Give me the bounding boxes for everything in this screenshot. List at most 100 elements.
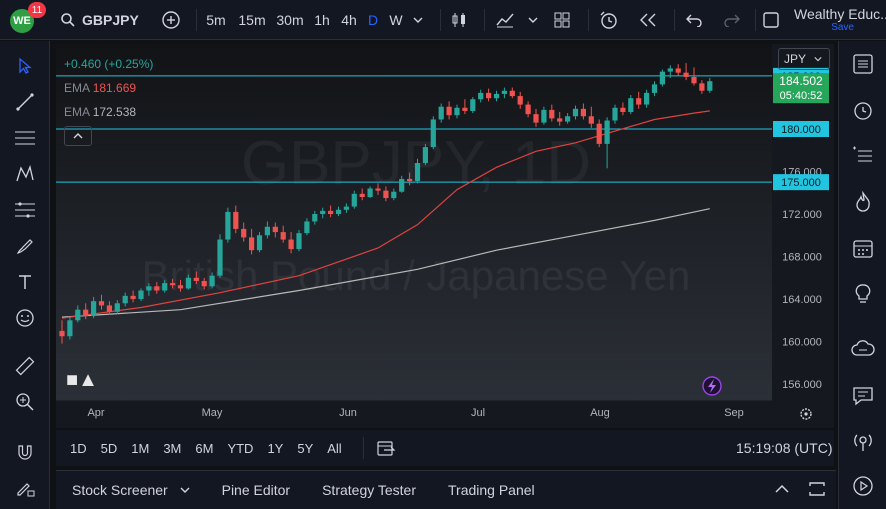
indicators-button[interactable] xyxy=(492,0,518,40)
candle xyxy=(296,229,302,252)
layout-name-label: Wealthy Educ... xyxy=(794,6,886,22)
range-5y[interactable]: 5Y xyxy=(297,440,314,456)
range-1d[interactable]: 1D xyxy=(70,440,87,456)
chart-area[interactable]: GBPJPY, 1D British Pound / Japanese Yen … xyxy=(56,44,834,428)
candle-body xyxy=(335,209,342,215)
range-3m[interactable]: 3M xyxy=(163,440,182,456)
tf-w[interactable]: W xyxy=(389,11,403,28)
trading-panel-tab[interactable]: Trading Panel xyxy=(448,482,535,498)
collapse-panel-button[interactable] xyxy=(774,482,790,498)
candle-body xyxy=(659,71,665,85)
fib-icon xyxy=(15,202,35,218)
layout-button[interactable] xyxy=(551,0,573,40)
brush-tool[interactable] xyxy=(12,233,38,259)
chat-button[interactable] xyxy=(850,383,876,409)
signals-button[interactable] xyxy=(850,473,876,499)
logo-badge[interactable]: WE 11 xyxy=(10,2,46,33)
notification-count-badge: 11 xyxy=(28,2,46,18)
watchlist-button[interactable] xyxy=(850,51,876,77)
calendar-button[interactable] xyxy=(850,235,876,261)
date-range-bar: 1D 5D 1M 3M 6M YTD 1Y 5Y All 15:19:08 (U… xyxy=(56,430,834,466)
object-tree-button[interactable] xyxy=(850,143,876,169)
range-ytd[interactable]: YTD xyxy=(227,440,254,456)
candle-body xyxy=(572,108,579,117)
ruler-tool[interactable] xyxy=(12,353,38,379)
pattern-tool[interactable] xyxy=(12,161,38,187)
goto-date-button[interactable] xyxy=(362,437,396,459)
layout-name[interactable]: Wealthy Educ... Save xyxy=(794,6,886,36)
candle-body xyxy=(486,92,492,99)
candle-body xyxy=(620,107,626,113)
candle-body xyxy=(422,147,428,164)
horizontal-lines-tool[interactable] xyxy=(12,125,38,151)
candle xyxy=(383,186,389,202)
clock-time[interactable]: 15:19:08 (UTC) xyxy=(736,440,833,456)
currency-select[interactable]: JPY xyxy=(778,48,830,70)
tf-4h[interactable]: 4h xyxy=(341,11,357,28)
candle xyxy=(375,183,381,195)
ema-slow-line xyxy=(61,208,710,318)
magnet-tool[interactable] xyxy=(12,439,38,465)
ideas-button[interactable] xyxy=(850,281,876,307)
x-tick-label: Jun xyxy=(339,407,357,419)
candle xyxy=(470,97,476,114)
pine-editor-tab[interactable]: Pine Editor xyxy=(221,482,291,498)
zoom-tool[interactable] xyxy=(12,389,38,415)
lock-drawings-tool[interactable] xyxy=(12,475,38,501)
news-button[interactable] xyxy=(850,337,876,363)
streams-button[interactable] xyxy=(850,429,876,455)
chart-type-button[interactable] xyxy=(448,0,470,40)
emoji-tool[interactable] xyxy=(12,305,38,331)
range-all[interactable]: All xyxy=(327,440,342,456)
tf-5m[interactable]: 5m xyxy=(206,11,226,28)
range-6m[interactable]: 6M xyxy=(195,440,214,456)
fullscreen-button[interactable] xyxy=(760,0,782,40)
tf-d[interactable]: D xyxy=(367,11,379,28)
symbol-search[interactable]: GBPJPY xyxy=(60,0,139,40)
candle xyxy=(501,87,507,99)
calendar-icon xyxy=(853,240,873,258)
settings-button[interactable] xyxy=(800,408,812,420)
strategy-tester-tab[interactable]: Strategy Tester xyxy=(322,482,416,498)
alerts-button[interactable] xyxy=(850,97,876,123)
alarm-clock-icon xyxy=(600,11,617,29)
lightning-button[interactable] xyxy=(702,376,722,396)
candle xyxy=(162,279,168,293)
magnet-icon xyxy=(18,445,32,460)
range-1m[interactable]: 1M xyxy=(131,440,150,456)
broadcast-icon xyxy=(854,434,872,451)
tf-30m[interactable]: 30m xyxy=(276,11,304,28)
hotlists-button[interactable] xyxy=(850,189,876,215)
add-symbol-button[interactable] xyxy=(160,0,182,40)
text-tool[interactable] xyxy=(12,269,38,295)
range-1y[interactable]: 1Y xyxy=(267,440,284,456)
cursor-tool[interactable] xyxy=(12,53,38,79)
candle-body xyxy=(628,98,634,113)
alert-button[interactable] xyxy=(597,0,621,40)
collapse-legend-button[interactable] xyxy=(64,126,92,146)
candle xyxy=(312,210,318,225)
price-chart[interactable]: GBPJPY, 1D British Pound / Japanese Yen … xyxy=(56,44,834,428)
fib-tool[interactable] xyxy=(12,197,38,223)
tf-1h[interactable]: 1h xyxy=(314,11,330,28)
ema-slow-legend[interactable]: EMA 172.538 xyxy=(64,100,153,124)
timeframe-dropdown[interactable] xyxy=(410,0,426,40)
maximize-panel-button[interactable] xyxy=(808,481,826,500)
trendline-tool[interactable] xyxy=(12,89,38,115)
replay-button[interactable] xyxy=(636,0,660,40)
ema-fast-legend[interactable]: EMA 181.669 xyxy=(64,76,153,100)
candle-body xyxy=(557,118,563,122)
candle xyxy=(328,205,334,218)
save-label[interactable]: Save xyxy=(831,22,854,33)
candles xyxy=(59,63,713,344)
stock-screener-tab[interactable]: Stock Screener xyxy=(72,482,190,498)
search-icon xyxy=(61,13,75,27)
candle xyxy=(288,232,294,254)
time-axis-background xyxy=(56,400,834,428)
range-5d[interactable]: 5D xyxy=(100,440,118,456)
candle xyxy=(628,95,634,115)
tf-15m[interactable]: 15m xyxy=(238,11,266,28)
redo-button[interactable] xyxy=(721,0,743,40)
undo-button[interactable] xyxy=(683,0,705,40)
indicators-dropdown[interactable] xyxy=(526,0,540,40)
